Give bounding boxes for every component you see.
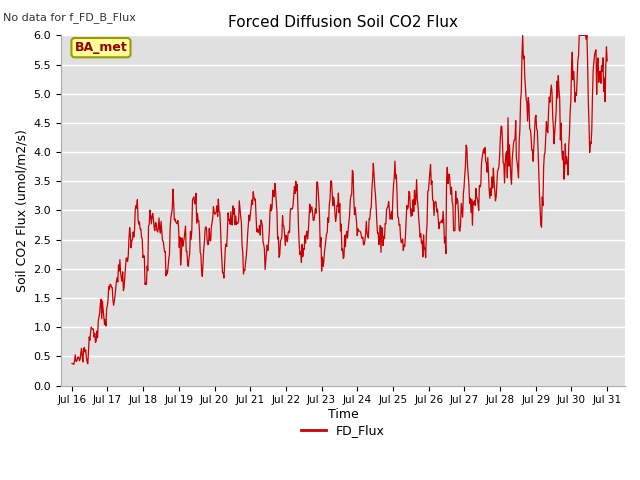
X-axis label: Time: Time [328,408,358,421]
Legend: FD_Flux: FD_Flux [296,420,390,442]
Title: Forced Diffusion Soil CO2 Flux: Forced Diffusion Soil CO2 Flux [228,15,458,30]
Text: No data for f_FD_B_Flux: No data for f_FD_B_Flux [3,12,136,23]
Text: BA_met: BA_met [75,41,127,54]
Y-axis label: Soil CO2 Flux (umol/m2/s): Soil CO2 Flux (umol/m2/s) [15,129,28,292]
